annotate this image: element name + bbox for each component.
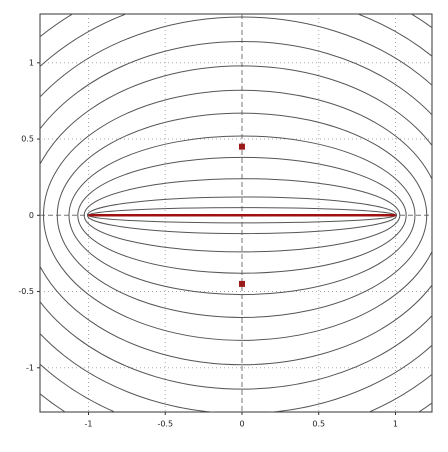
x-tick-label: 0 <box>239 420 244 429</box>
y-tick-label: 1 <box>29 58 34 67</box>
contour-line <box>86 196 398 235</box>
point <box>238 280 245 287</box>
x-tick-label: -0.5 <box>157 420 173 429</box>
contour-line <box>40 41 432 390</box>
contour-line <box>43 89 432 341</box>
contour-line <box>77 156 407 274</box>
contour-line <box>56 112 428 318</box>
contour-line <box>68 135 416 296</box>
y-tick-label: -1 <box>26 363 34 372</box>
contour-line <box>40 16 432 412</box>
x-tick-label: 0.5 <box>312 420 325 429</box>
contour-line <box>83 178 401 253</box>
y-tick-label: 0.5 <box>21 135 34 144</box>
axes: -1 -0.5 0 0.5 1 -1 -0.5 0 0.5 1 <box>18 58 398 428</box>
contour-line <box>87 207 397 224</box>
contour-line <box>40 65 432 366</box>
y-tick-label: -0.5 <box>18 287 34 296</box>
x-tick-label: 1 <box>393 420 398 429</box>
y-tick-label: 0 <box>29 211 34 220</box>
plot-frame <box>39 13 433 413</box>
x-tick-label: -1 <box>85 420 93 429</box>
point <box>238 143 245 150</box>
